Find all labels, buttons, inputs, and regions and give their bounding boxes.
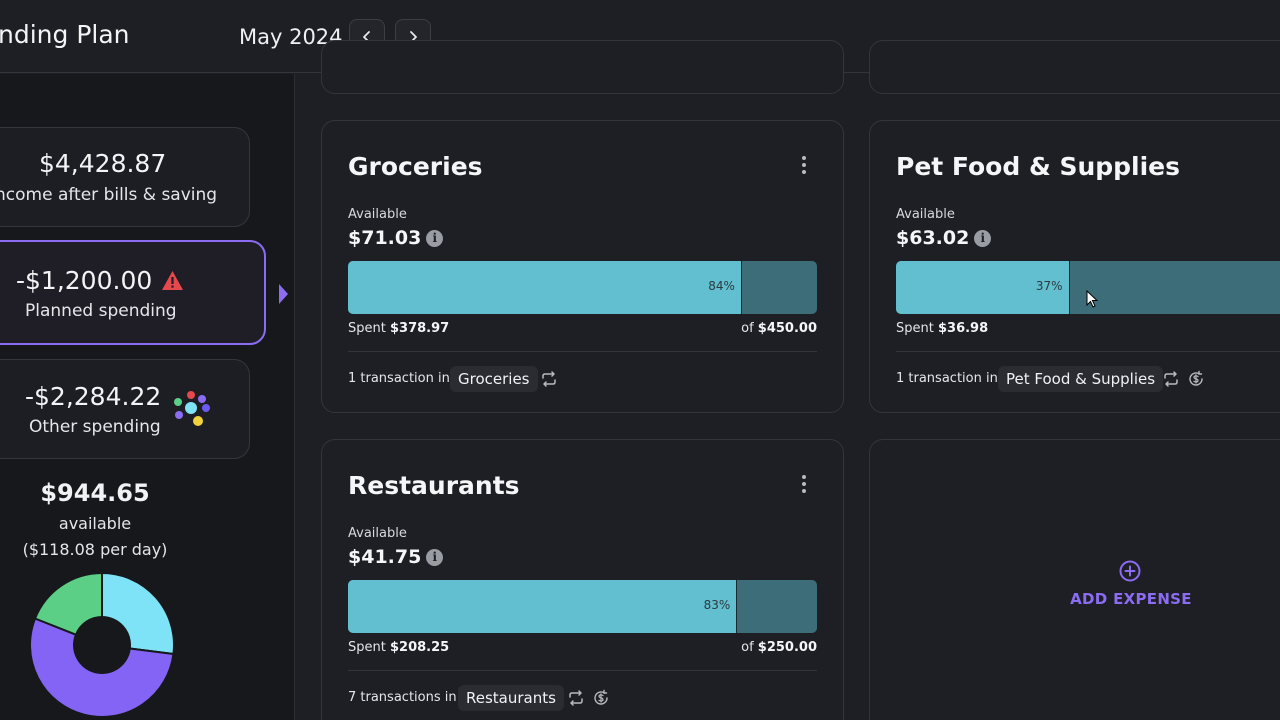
progress-percent: 83%	[703, 598, 731, 612]
add-expense-card[interactable]: ADD EXPENSE	[869, 439, 1280, 720]
category-card-pet-food[interactable]: Pet Food & Supplies Available $63.02 i 37…	[869, 120, 1280, 413]
category-card-partial	[321, 40, 844, 94]
progress-fill: 83%	[348, 580, 738, 633]
category-chip[interactable]: Groceries	[450, 366, 538, 392]
spending-progress-bar: 37%	[896, 261, 1280, 314]
available-caption: Available	[348, 207, 407, 222]
available-caption: Available	[348, 526, 407, 541]
repeat-icon[interactable]	[567, 689, 585, 707]
category-chip[interactable]: Restaurants	[458, 685, 564, 711]
page-title: nding Plan	[0, 20, 130, 49]
income-amount: $4,428.87	[39, 149, 167, 178]
donut-segment	[33, 571, 103, 636]
spending-progress-bar: 83%	[348, 580, 817, 633]
planned-label: Planned spending	[25, 301, 177, 321]
progress-percent: 37%	[1035, 279, 1063, 293]
transaction-count: 1 transaction in:	[896, 371, 1003, 386]
budget-amount: of $450.00	[741, 321, 817, 336]
repeat-icon[interactable]	[1162, 370, 1180, 388]
card-title: Pet Food & Supplies	[896, 152, 1181, 181]
category-card-partial	[869, 40, 1280, 94]
mouse-cursor-icon	[1086, 290, 1098, 308]
available-value-row: $63.02 i	[896, 227, 992, 249]
info-icon[interactable]: i	[974, 230, 992, 247]
more-options-icon[interactable]	[794, 472, 814, 496]
other-amount: -$2,284.22	[25, 382, 162, 411]
progress-fill: 84%	[348, 261, 742, 314]
donut-segment	[29, 617, 175, 718]
spent-amount: Spent $36.98	[896, 321, 989, 336]
income-summary-card[interactable]: $4,428.87 ncome after bills & saving	[0, 127, 250, 227]
budget-amount: of $250.00	[741, 640, 817, 655]
repeat-icon[interactable]	[540, 370, 558, 388]
available-value: $71.03	[348, 227, 422, 249]
warning-icon	[162, 271, 183, 290]
transaction-count: 1 transaction in:	[348, 371, 455, 386]
planned-amount: -$1,200.00	[16, 266, 153, 295]
per-day-amount: ($118.08 per day)	[22, 540, 168, 559]
dots-cluster-icon	[174, 391, 210, 426]
info-icon[interactable]: i	[426, 230, 444, 247]
divider	[896, 351, 1280, 352]
available-label: available	[58, 514, 132, 533]
category-chip[interactable]: Pet Food & Supplies	[998, 366, 1164, 392]
progress-fill: 37%	[896, 261, 1070, 314]
plus-circle-icon	[1119, 560, 1141, 582]
available-amount: $944.65	[40, 479, 150, 507]
income-label: ncome after bills & saving	[0, 185, 218, 205]
divider	[348, 351, 817, 352]
available-value-row: $41.75 i	[348, 546, 444, 568]
card-title: Groceries	[348, 152, 483, 181]
spent-amount: Spent $208.25	[348, 640, 450, 655]
progress-percent: 84%	[708, 279, 735, 293]
divider	[348, 670, 817, 671]
planned-spending-card[interactable]: -$1,200.00 Planned spending	[0, 240, 266, 345]
selected-pointer	[279, 284, 288, 304]
spending-donut-chart	[29, 571, 175, 718]
donut-segment	[101, 571, 175, 656]
available-value-row: $71.03 i	[348, 227, 444, 249]
add-expense-button[interactable]: ADD EXPENSE	[1070, 590, 1192, 608]
more-options-icon[interactable]	[794, 153, 814, 177]
info-icon[interactable]: i	[426, 549, 444, 566]
transaction-count: 7 transactions in:	[348, 690, 461, 705]
available-value: $41.75	[348, 546, 422, 568]
spent-amount: Spent $378.97	[348, 321, 450, 336]
card-title: Restaurants	[348, 471, 520, 500]
available-caption: Available	[896, 207, 955, 222]
other-spending-card[interactable]: -$2,284.22 Other spending	[0, 359, 250, 459]
other-label: Other spending	[29, 417, 161, 437]
category-card-restaurants[interactable]: Restaurants Available $41.75 i 83% Spent …	[321, 439, 844, 720]
spending-progress-bar: 84%	[348, 261, 817, 314]
recurring-dollar-icon[interactable]	[592, 689, 610, 707]
recurring-dollar-icon[interactable]	[1187, 370, 1205, 388]
available-value: $63.02	[896, 227, 970, 249]
category-card-groceries[interactable]: Groceries Available $71.03 i 84% Spent $3…	[321, 120, 844, 413]
